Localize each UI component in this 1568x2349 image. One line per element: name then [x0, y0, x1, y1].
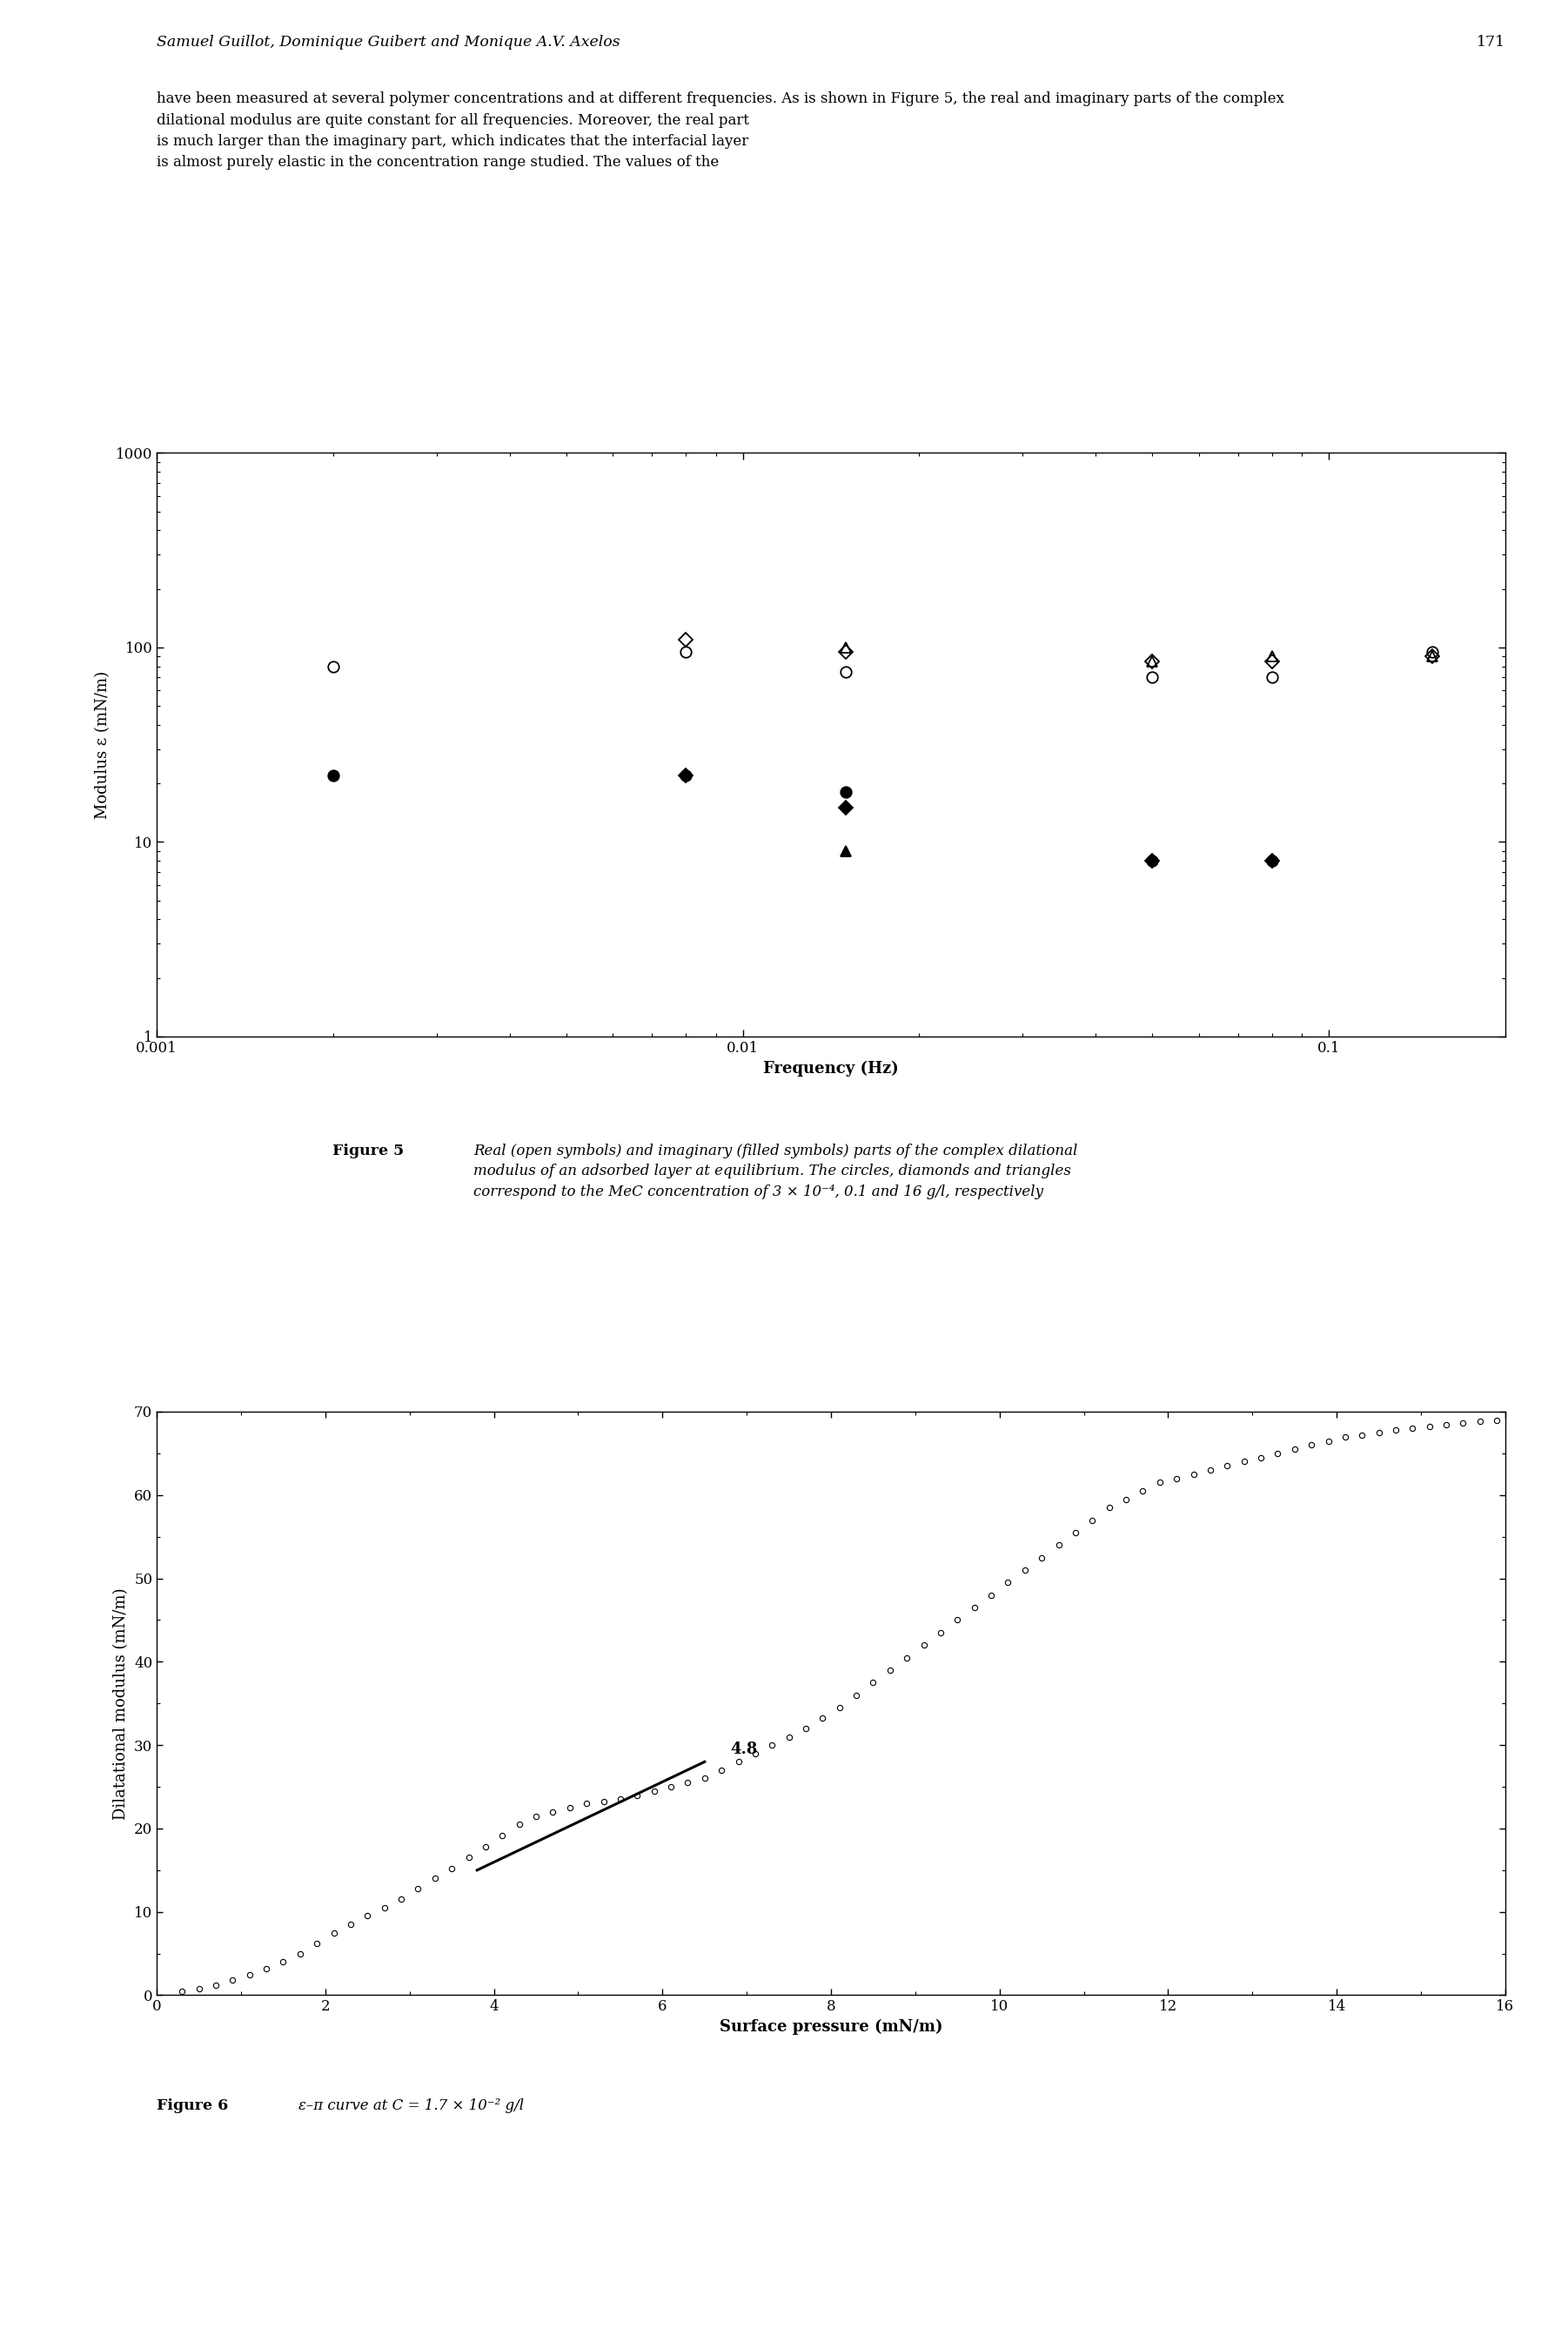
X-axis label: Surface pressure (mN/m): Surface pressure (mN/m) — [720, 2020, 942, 2034]
X-axis label: Frequency (Hz): Frequency (Hz) — [764, 1059, 898, 1076]
Text: Samuel Guillot, Dominique Guibert and Monique A.V. Axelos: Samuel Guillot, Dominique Guibert and Mo… — [157, 35, 621, 49]
Text: Real (open symbols) and imaginary (filled symbols) parts of the complex dilation: Real (open symbols) and imaginary (fille… — [474, 1144, 1077, 1198]
Text: Figure 6: Figure 6 — [157, 2098, 229, 2114]
Text: ε–π curve at C = 1.7 × 10⁻² g/l: ε–π curve at C = 1.7 × 10⁻² g/l — [298, 2098, 524, 2114]
Text: Figure 5: Figure 5 — [332, 1144, 403, 1158]
Text: 171: 171 — [1477, 35, 1505, 49]
Text: have been measured at several polymer concentrations and at different frequencie: have been measured at several polymer co… — [157, 92, 1284, 169]
Text: 4.8: 4.8 — [729, 1743, 757, 1757]
Y-axis label: Modulus ε (mN/m): Modulus ε (mN/m) — [96, 669, 111, 820]
Y-axis label: Dilatational modulus (mN/m): Dilatational modulus (mN/m) — [113, 1588, 129, 1820]
